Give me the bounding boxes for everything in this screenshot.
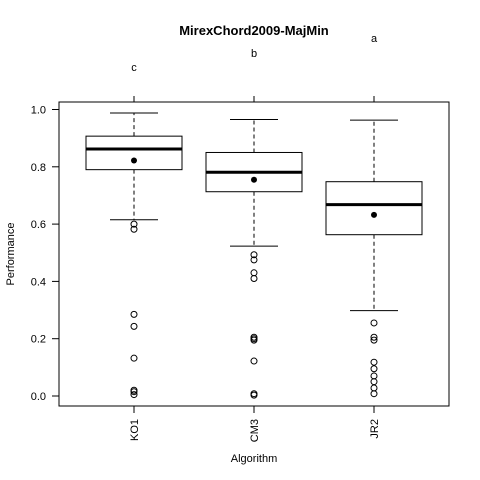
box-jr2 xyxy=(325,119,423,398)
x-tick-label: JR2 xyxy=(369,419,381,439)
chart-title: MirexChord2009-MajMin xyxy=(179,23,329,38)
outlier-point xyxy=(130,220,138,228)
x-tick-label: KO1 xyxy=(129,419,141,441)
outlier-point xyxy=(370,390,378,398)
outlier-point xyxy=(130,388,138,396)
outlier-point xyxy=(370,319,378,327)
outlier-point xyxy=(250,336,258,344)
box-cm3 xyxy=(205,119,303,399)
outlier-point xyxy=(370,384,378,392)
mean-point xyxy=(251,176,257,183)
outlier-point xyxy=(370,365,378,373)
outlier-point xyxy=(130,322,138,330)
group-letter: a xyxy=(371,33,378,45)
y-axis: 0.0 0.2 0.4 0.6 0.8 1.0 xyxy=(31,105,59,403)
outlier-point xyxy=(370,336,378,344)
boxes xyxy=(85,112,423,399)
outlier-point xyxy=(370,372,378,380)
y-tick-label: 0.2 xyxy=(31,334,46,346)
outlier-point xyxy=(130,225,138,233)
outlier-point xyxy=(370,378,378,386)
outlier-point xyxy=(250,357,258,365)
x-axis: KO1 CM3 JR2 xyxy=(129,96,381,442)
iqr-box xyxy=(325,181,423,236)
outlier-point xyxy=(130,391,138,399)
box-ko1 xyxy=(85,112,183,399)
outlier-point xyxy=(370,358,378,366)
y-tick-label: 1.0 xyxy=(31,105,46,117)
y-tick-label: 0.4 xyxy=(31,276,46,288)
group-letter: c xyxy=(131,62,137,74)
x-axis-label: Algorithm xyxy=(231,453,277,465)
outlier-point xyxy=(130,354,138,362)
outlier-point xyxy=(250,391,258,399)
outlier-point xyxy=(250,251,258,259)
group-letter: b xyxy=(251,48,257,60)
mean-point xyxy=(371,211,377,218)
y-tick-label: 0.8 xyxy=(31,162,46,174)
outlier-point xyxy=(130,310,138,318)
y-tick-label: 0.6 xyxy=(31,219,46,231)
y-axis-label: Performance xyxy=(5,223,17,286)
outlier-point xyxy=(250,256,258,264)
iqr-box xyxy=(85,135,183,171)
x-tick-label: CM3 xyxy=(249,419,261,442)
outlier-point xyxy=(250,269,258,277)
outlier-point xyxy=(370,333,378,341)
group-letters: c b a xyxy=(131,33,378,74)
outlier-point xyxy=(250,275,258,283)
mean-point xyxy=(131,157,137,164)
y-tick-label: 0.0 xyxy=(31,391,46,403)
